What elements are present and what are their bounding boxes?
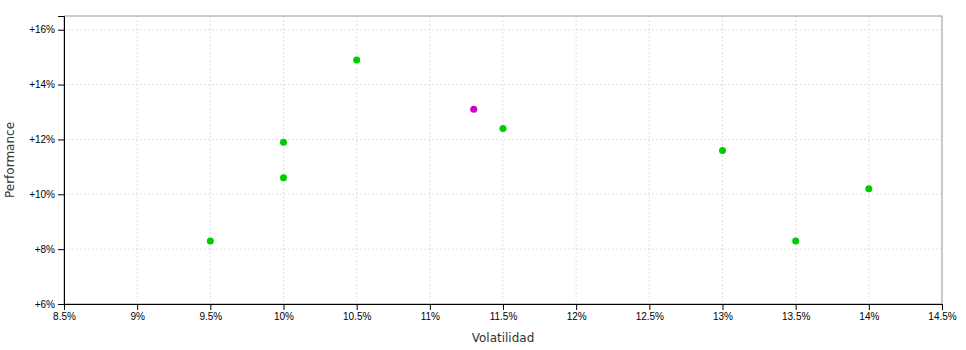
tick: 12.5% [636,304,664,322]
grid-line [429,16,430,304]
tick-label: +8% [35,244,55,255]
point [500,125,507,132]
tick-mark [58,249,64,250]
tick: 9% [130,304,145,322]
point [280,174,287,181]
tick-mark [58,139,64,140]
tick-mark [869,304,870,310]
point [280,139,287,146]
grid-line [795,16,796,304]
tick-label: 10.5% [343,311,371,322]
series [470,106,477,113]
tick: +16% [29,24,64,35]
tick: +10% [29,189,64,200]
tick-label: +10% [29,189,55,200]
tick-mark [576,304,577,310]
grid-line [649,16,650,304]
tick-mark [503,304,504,310]
tick-label: 14% [859,311,879,322]
tick-label: 9.5% [199,311,222,322]
tick: 8.5% [53,304,76,322]
tick-mark [430,304,431,310]
tick-mark [58,30,64,31]
grid-line [722,16,723,304]
point [719,147,726,154]
tick-label: 13.5% [782,311,810,322]
tick-label: +14% [29,79,55,90]
tick-mark [58,304,64,305]
marks [207,56,873,244]
tick-label: +6% [35,299,55,310]
grid-line [283,16,284,304]
point [353,56,360,63]
grid-line [137,16,138,304]
tick-mark [58,85,64,86]
grid [64,16,942,304]
grid-line [210,16,211,304]
tick: 12% [567,304,587,322]
tick: +6% [35,299,64,310]
tick: 11.5% [490,304,518,322]
point [792,237,799,244]
tick: 13% [713,304,733,322]
tick: 9.5% [199,304,222,322]
tick-mark [284,304,285,310]
axis-line [65,305,943,311]
tick: 14% [859,304,879,322]
tick: 13.5% [782,304,810,322]
tick: 11% [421,304,440,322]
tick-label: +16% [29,24,55,35]
tick-label: 10% [274,311,294,322]
grid-line [64,139,942,140]
tick-label: 8.5% [53,311,76,322]
point [207,237,214,244]
x-axis-title: Volatilidad [472,331,535,345]
tick-mark [796,304,797,310]
grid-line [64,249,942,250]
grid-line [868,16,869,304]
grid-line [576,16,577,304]
tick-label: 11% [421,311,440,322]
tick-mark [942,304,943,310]
tick-mark [357,304,358,310]
tick: +14% [29,79,64,90]
x-axis: 8.5% 9% 9.5% 10% 10.5% 11% 11.5% 12% 12.5% 13% 13.… [53,304,957,322]
tick-label: 12% [567,311,587,322]
tick-label: 14.5% [928,311,956,322]
y-axis: +6% +8% +10% +12% +14% +16% [29,17,64,310]
grid-line [503,16,504,304]
plot: 8.5% 9% 9.5% 10% 10.5% 11% 11.5% 12% 12.5% 13% 13.… [3,16,957,345]
tick: 10.5% [343,304,371,322]
tick: +8% [35,244,64,255]
point [865,185,872,192]
tick-label: 11.5% [490,311,518,322]
grid-line [64,84,942,85]
tick: 10% [274,304,294,322]
grid-line [64,29,942,30]
chart: 8.5% 9% 9.5% 10% 10.5% 11% 11.5% 12% 12.5% 13% 13.… [0,0,966,350]
y-axis-title: Performance [3,122,17,198]
tick-label: +12% [29,134,55,145]
grid-line [64,194,942,195]
point [470,106,477,113]
tick-label: 9% [130,311,145,322]
plot-frame [64,16,942,304]
tick: +12% [29,134,64,145]
tick-mark [210,304,211,310]
tick: 14.5% [928,304,956,322]
tick-label: 12.5% [636,311,664,322]
tick-mark [649,304,650,310]
tick-mark [137,304,138,310]
axis-line [58,17,65,305]
tick-label: 13% [713,311,733,322]
tick-mark [723,304,724,310]
tick-mark [58,194,64,195]
series [207,56,873,244]
